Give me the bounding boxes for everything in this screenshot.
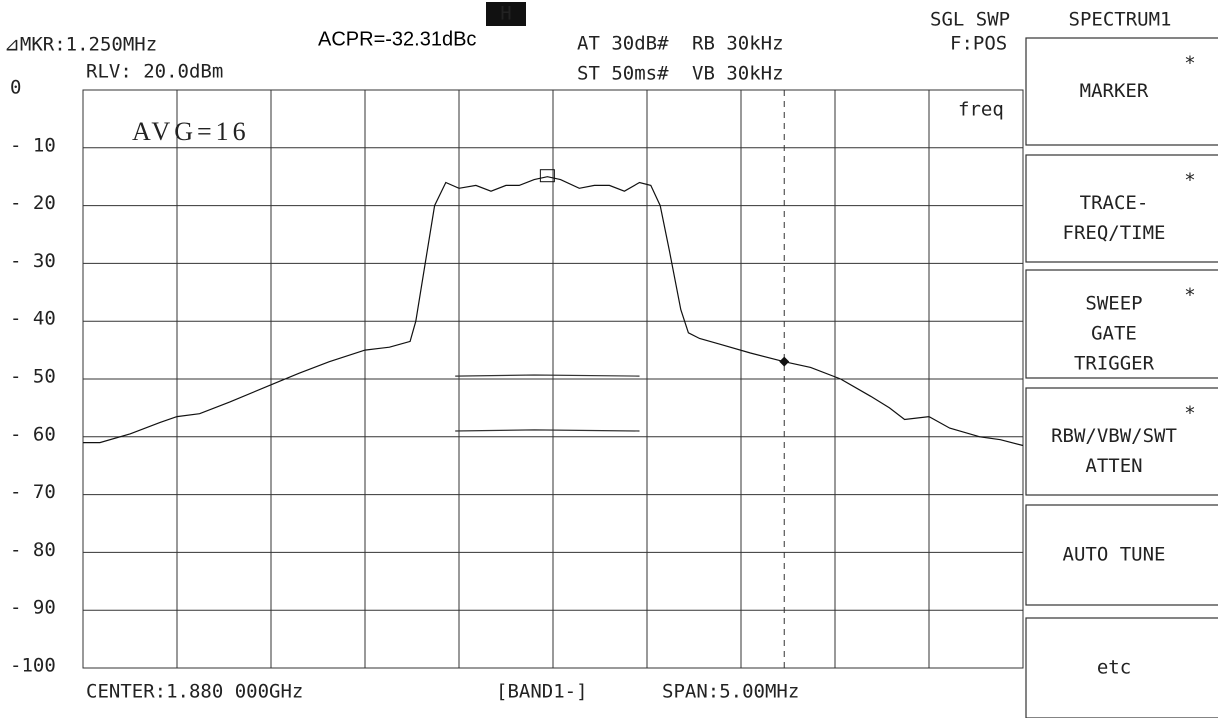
annotation-rbw: RB 30kHz (692, 33, 784, 55)
softkey-label: TRACE- (1080, 192, 1149, 214)
marker-square (539, 169, 555, 183)
marker-diamond (779, 356, 790, 367)
y-tick-label: - 10 (10, 134, 56, 156)
softkey (1025, 617, 1218, 718)
softkey (1025, 154, 1218, 263)
y-tick-label: - 80 (10, 539, 56, 561)
softkey-label: AUTO TUNE (1063, 544, 1166, 566)
softkey-star: * (1184, 285, 1195, 307)
annotation-band: [BAND1-] (496, 681, 588, 703)
softkey-label: FREQ/TIME (1063, 222, 1166, 244)
y-tick-label: - 70 (10, 481, 56, 503)
annotation-center: CENTER:1.880 000GHz (86, 681, 303, 703)
trace (455, 374, 640, 377)
annotation-domain: freq (958, 99, 1004, 121)
softkey-star: * (1184, 53, 1195, 75)
y-tick-label: -100 (10, 655, 56, 677)
y-tick-label: - 20 (10, 192, 56, 214)
softkey-label: ATTEN (1085, 455, 1142, 477)
softkey (1025, 269, 1218, 379)
softkey (1025, 37, 1218, 146)
annotation-marker: ⊿MKR:1.250MHz (4, 34, 157, 56)
y-tick-label: - 30 (10, 250, 56, 272)
y-tick-label: - 60 (10, 423, 56, 445)
softkey-label: RBW/VBW/SWT (1051, 425, 1177, 447)
y-tick-label: - 40 (10, 308, 56, 330)
annotation-average: AVG=16 (132, 117, 250, 146)
softkey (1025, 387, 1218, 496)
annotation-atten: AT 30dB# (577, 33, 669, 55)
annotation-acpr: ACPR=-32.31dBc (318, 28, 476, 50)
annotation-vbw: VB 30kHz (692, 63, 784, 85)
annotation-detector: F:POS (950, 33, 1007, 55)
trace (83, 176, 1024, 447)
annotation-sweep-time: ST 50ms# (577, 63, 669, 85)
annotation-hold: H (500, 3, 511, 25)
y-tick-label: - 50 (10, 366, 56, 388)
softkey-label: TRIGGER (1074, 353, 1155, 375)
y-tick-label: 0 (10, 77, 21, 99)
softkey-star: * (1184, 170, 1195, 192)
y-tick-label: - 90 (10, 597, 56, 619)
softkey-label: etc (1097, 657, 1131, 679)
softkey-label: MARKER (1080, 80, 1149, 102)
softkey (1025, 504, 1218, 606)
annotation-ref-level: RLV: 20.0dBm (86, 61, 223, 83)
trace (455, 429, 640, 432)
hold-badge (486, 2, 526, 26)
softkey-label: GATE (1091, 323, 1137, 345)
annotation-span: SPAN:5.00MHz (662, 681, 799, 703)
softkey-label: SWEEP (1085, 293, 1142, 315)
softkey-title: SPECTRUM1 (1069, 9, 1172, 31)
annotation-sweep-mode: SGL SWP (930, 9, 1010, 31)
softkey-star: * (1184, 403, 1195, 425)
